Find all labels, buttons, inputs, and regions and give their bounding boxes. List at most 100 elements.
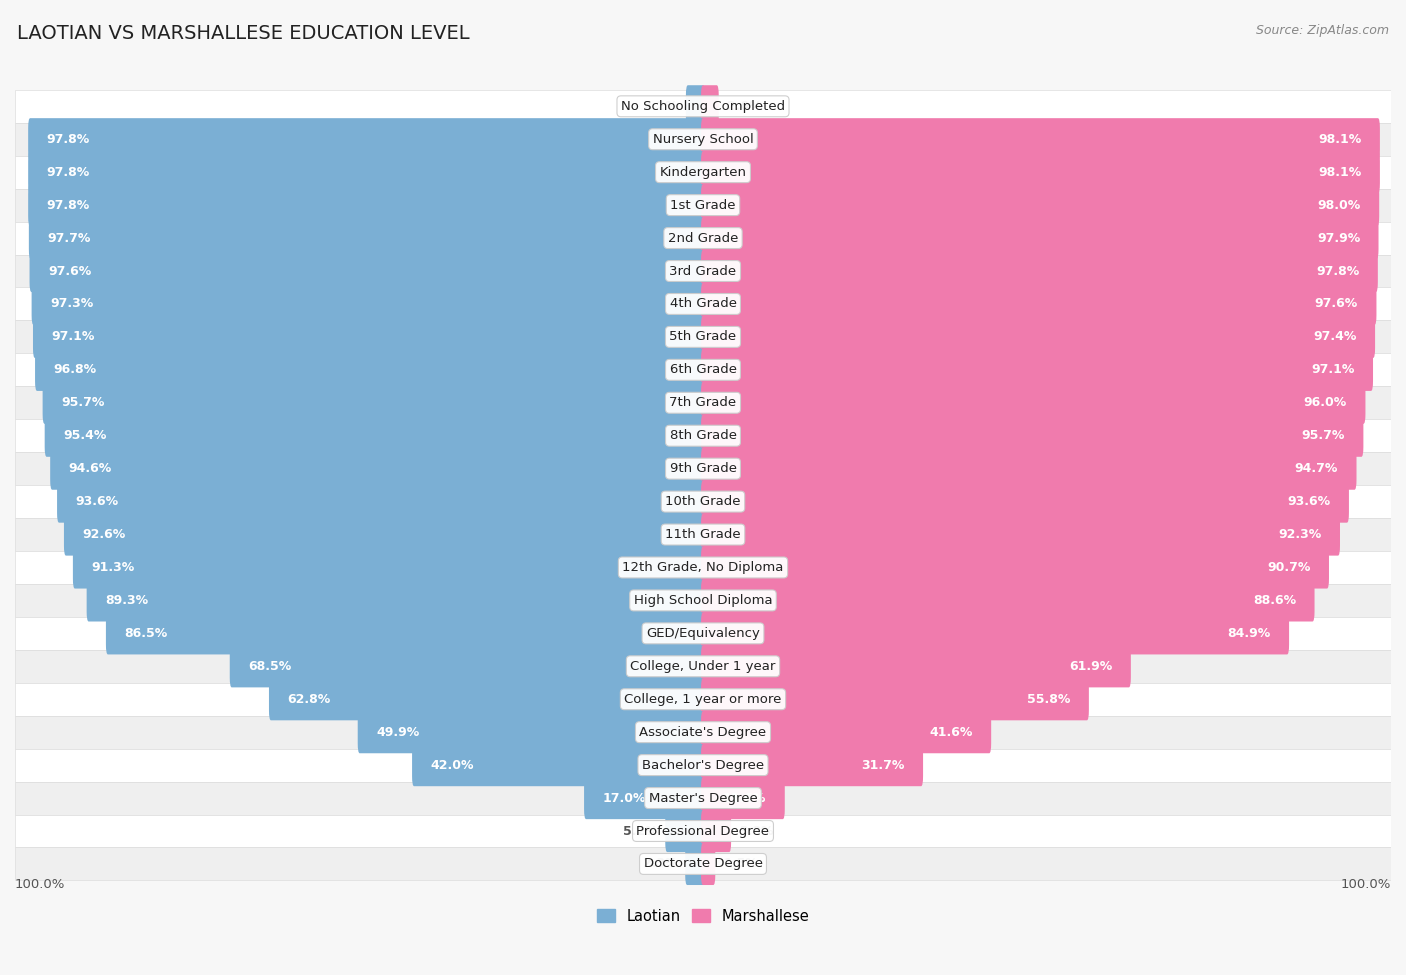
Text: 97.8%: 97.8% [46,199,90,212]
Text: 4th Grade: 4th Grade [669,297,737,310]
Text: College, 1 year or more: College, 1 year or more [624,693,782,706]
FancyBboxPatch shape [15,847,1391,880]
FancyBboxPatch shape [665,810,704,852]
Text: 49.9%: 49.9% [375,725,419,739]
FancyBboxPatch shape [15,716,1391,749]
Text: 96.8%: 96.8% [53,364,97,376]
Text: 2.0%: 2.0% [727,99,761,113]
FancyBboxPatch shape [32,316,704,358]
FancyBboxPatch shape [15,386,1391,419]
Text: 94.7%: 94.7% [1295,462,1339,475]
Text: 9th Grade: 9th Grade [669,462,737,475]
Text: No Schooling Completed: No Schooling Completed [621,99,785,113]
Text: 97.8%: 97.8% [46,133,90,145]
FancyBboxPatch shape [357,711,704,754]
Text: 97.4%: 97.4% [1313,331,1357,343]
FancyBboxPatch shape [685,842,704,885]
Text: 11th Grade: 11th Grade [665,528,741,541]
FancyBboxPatch shape [45,414,704,457]
FancyBboxPatch shape [702,283,1376,325]
FancyBboxPatch shape [702,118,1379,160]
Text: 97.6%: 97.6% [48,264,91,278]
Text: Source: ZipAtlas.com: Source: ZipAtlas.com [1256,24,1389,37]
FancyBboxPatch shape [15,551,1391,584]
Text: 100.0%: 100.0% [1341,878,1391,891]
FancyBboxPatch shape [15,419,1391,452]
Text: 68.5%: 68.5% [247,660,291,673]
Text: 55.8%: 55.8% [1028,693,1070,706]
Text: Nursery School: Nursery School [652,133,754,145]
FancyBboxPatch shape [702,744,924,786]
FancyBboxPatch shape [15,221,1391,254]
FancyBboxPatch shape [702,217,1378,259]
Text: Kindergarten: Kindergarten [659,166,747,178]
FancyBboxPatch shape [30,250,704,292]
Text: College, Under 1 year: College, Under 1 year [630,660,776,673]
FancyBboxPatch shape [42,381,704,424]
FancyBboxPatch shape [702,579,1315,621]
Text: Professional Degree: Professional Degree [637,825,769,838]
Text: 1.5%: 1.5% [723,857,758,871]
FancyBboxPatch shape [15,749,1391,782]
Text: 7th Grade: 7th Grade [669,396,737,410]
Text: 17.0%: 17.0% [602,792,645,804]
Text: GED/Equivalency: GED/Equivalency [647,627,759,640]
Text: 62.8%: 62.8% [287,693,330,706]
Text: 97.8%: 97.8% [1316,264,1360,278]
FancyBboxPatch shape [15,254,1391,288]
Text: 100.0%: 100.0% [15,878,65,891]
Text: 31.7%: 31.7% [862,759,904,771]
Text: 12th Grade, No Diploma: 12th Grade, No Diploma [623,561,783,574]
FancyBboxPatch shape [87,579,704,621]
FancyBboxPatch shape [15,90,1391,123]
Text: 98.1%: 98.1% [1319,133,1361,145]
Text: Bachelor's Degree: Bachelor's Degree [643,759,763,771]
Text: 2.2%: 2.2% [644,99,678,113]
FancyBboxPatch shape [702,184,1379,226]
Legend: Laotian, Marshallese: Laotian, Marshallese [598,909,808,924]
Text: 3rd Grade: 3rd Grade [669,264,737,278]
Text: 6th Grade: 6th Grade [669,364,737,376]
FancyBboxPatch shape [58,481,704,523]
FancyBboxPatch shape [702,612,1289,654]
FancyBboxPatch shape [105,612,704,654]
Text: 92.6%: 92.6% [83,528,125,541]
Text: High School Diploma: High School Diploma [634,594,772,606]
Text: 97.8%: 97.8% [46,166,90,178]
FancyBboxPatch shape [51,448,704,489]
Text: 91.3%: 91.3% [91,561,135,574]
FancyBboxPatch shape [15,649,1391,682]
FancyBboxPatch shape [702,777,785,819]
FancyBboxPatch shape [28,184,704,226]
FancyBboxPatch shape [412,744,704,786]
Text: 41.6%: 41.6% [929,725,973,739]
Text: 88.6%: 88.6% [1253,594,1296,606]
FancyBboxPatch shape [702,151,1379,193]
Text: 95.7%: 95.7% [1302,429,1346,443]
FancyBboxPatch shape [15,682,1391,716]
Text: 5th Grade: 5th Grade [669,331,737,343]
FancyBboxPatch shape [702,448,1357,489]
Text: 97.3%: 97.3% [51,297,93,310]
Text: 1st Grade: 1st Grade [671,199,735,212]
Text: 97.1%: 97.1% [52,331,94,343]
Text: 97.7%: 97.7% [48,232,90,245]
FancyBboxPatch shape [28,118,704,160]
Text: 93.6%: 93.6% [1288,495,1330,508]
FancyBboxPatch shape [269,679,704,721]
FancyBboxPatch shape [686,85,704,128]
Text: 90.7%: 90.7% [1267,561,1310,574]
FancyBboxPatch shape [15,188,1391,221]
FancyBboxPatch shape [702,316,1375,358]
FancyBboxPatch shape [30,217,704,259]
FancyBboxPatch shape [28,151,704,193]
Text: 10th Grade: 10th Grade [665,495,741,508]
Text: 96.0%: 96.0% [1303,396,1347,410]
Text: 84.9%: 84.9% [1227,627,1271,640]
FancyBboxPatch shape [73,546,704,589]
FancyBboxPatch shape [583,777,704,819]
Text: 97.9%: 97.9% [1317,232,1360,245]
FancyBboxPatch shape [702,349,1374,391]
Text: 3.8%: 3.8% [740,825,773,838]
FancyBboxPatch shape [15,584,1391,617]
